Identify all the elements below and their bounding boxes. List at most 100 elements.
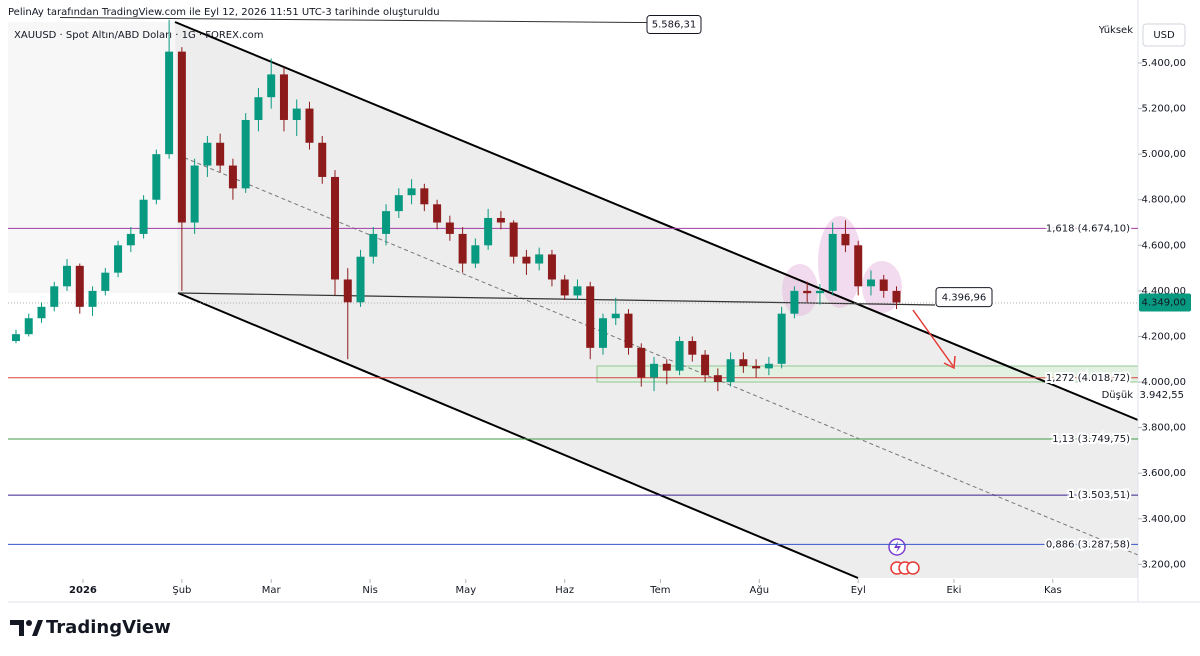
candle-body [50,286,59,307]
candle-body [75,265,84,307]
fib-level-label: 1 (3.503,51) [1068,490,1130,501]
candle-body [382,211,391,234]
candle-body [11,334,20,342]
candle-body [152,154,161,200]
y-tick-label: 3.600,00 [1141,468,1186,479]
candle-body [356,256,365,303]
candle-body [241,119,250,189]
currency-button[interactable] [1142,23,1186,47]
x-tick-label: 2026 [69,585,97,596]
candle-body [675,341,684,371]
candle-body [279,74,288,120]
candle-body [496,217,505,223]
x-tick-label: Eyl [851,585,866,596]
candle-body [637,347,646,378]
brand: TradingView [46,617,171,638]
candle-body [815,290,824,294]
fib-level-label: 1,272 (4.018,72) [1046,373,1130,384]
candle-body [764,363,773,369]
currency: USD [1153,30,1175,41]
candle-body [828,233,837,291]
candle-body [522,256,531,264]
candle-body [343,279,352,303]
candle-body [752,366,761,369]
candle-body [726,359,735,383]
candle-body [139,199,148,234]
candle-body [471,245,480,264]
x-tick-label: Kas [1044,585,1062,596]
candle-body [318,142,327,177]
high-callout [646,15,702,35]
fib-level-label: 1,618 (4.674,10) [1046,223,1130,234]
candle-body [394,195,403,212]
candle-body [611,313,620,319]
candle-body [126,233,135,246]
price-callout-label: 4.396,96 [942,293,987,304]
candle-body [203,142,212,166]
candle-body [331,176,340,280]
candle-body [547,254,556,280]
y-tick-label: 3.200,00 [1141,559,1186,570]
candle-body [879,279,888,291]
candle-body [190,165,199,223]
candle-body [216,142,225,166]
channel-upper [174,21,1139,421]
x-tick-label: Tem [649,585,670,596]
candle-body [688,341,697,355]
low-label: 3.942,55 [1139,390,1184,401]
candle-body [254,97,263,120]
x-tick-label: Mar [262,585,282,596]
candle-body [165,51,174,155]
y-tick-label: 4.600,00 [1141,240,1186,251]
channel-fill [8,22,178,293]
candle-body [63,265,72,287]
high-name: Yüksek [1098,25,1133,36]
y-tick-label: 4.400,00 [1141,286,1186,297]
candle-body [662,363,671,371]
y-tick-label: 3.800,00 [1141,423,1186,434]
candle-body [24,318,33,335]
candle-body [560,279,569,296]
candle-body [114,245,123,273]
symbol: XAUUSD · Spot Altın/ABD Doları · 1G · FO… [14,30,264,41]
candle-body [841,233,850,246]
last-price-badge [1139,293,1191,312]
x-tick-label: Haz [555,585,574,596]
candle-body [586,286,595,348]
candle-body [292,108,301,120]
credit: PelinAy tarafından TradingView.com ile E… [8,7,440,18]
y-tick-label: 4.800,00 [1141,195,1186,206]
candle-body [433,204,442,223]
x-tick-label: Nis [362,585,377,596]
candle-body [101,272,110,291]
last-price-label: 4.349,00 [1141,298,1186,309]
x-tick-label: Eki [946,585,961,596]
candle-body [509,222,518,257]
candle-body [305,108,314,143]
low-name: Düşük [1102,390,1134,401]
arrow [912,309,954,367]
high-pointer [59,17,648,24]
candle-body [854,245,863,287]
candle-body [267,74,276,98]
channel-lower [177,292,859,579]
brand-logo [10,620,43,636]
x-tick-label: Şub [172,585,191,596]
high-callout-label: 5.586,31 [652,20,697,31]
candle-body [624,313,633,348]
candle-body [790,290,799,314]
y-tick-label: 3.400,00 [1141,514,1186,525]
y-tick-label: 5.000,00 [1141,149,1186,160]
candle-body [713,375,722,383]
x-tick-label: Ağu [750,584,770,596]
candle-body [177,51,186,223]
neckline [177,292,936,306]
fib-level-label: 0,886 (3.287,58) [1046,539,1130,550]
event-icon[interactable] [906,561,920,575]
x-tick-label: May [455,585,476,596]
y-tick-label: 4.200,00 [1141,331,1186,342]
candle-body [535,254,544,264]
candle-body [777,313,786,364]
y-tick-label: 5.400,00 [1141,58,1186,69]
